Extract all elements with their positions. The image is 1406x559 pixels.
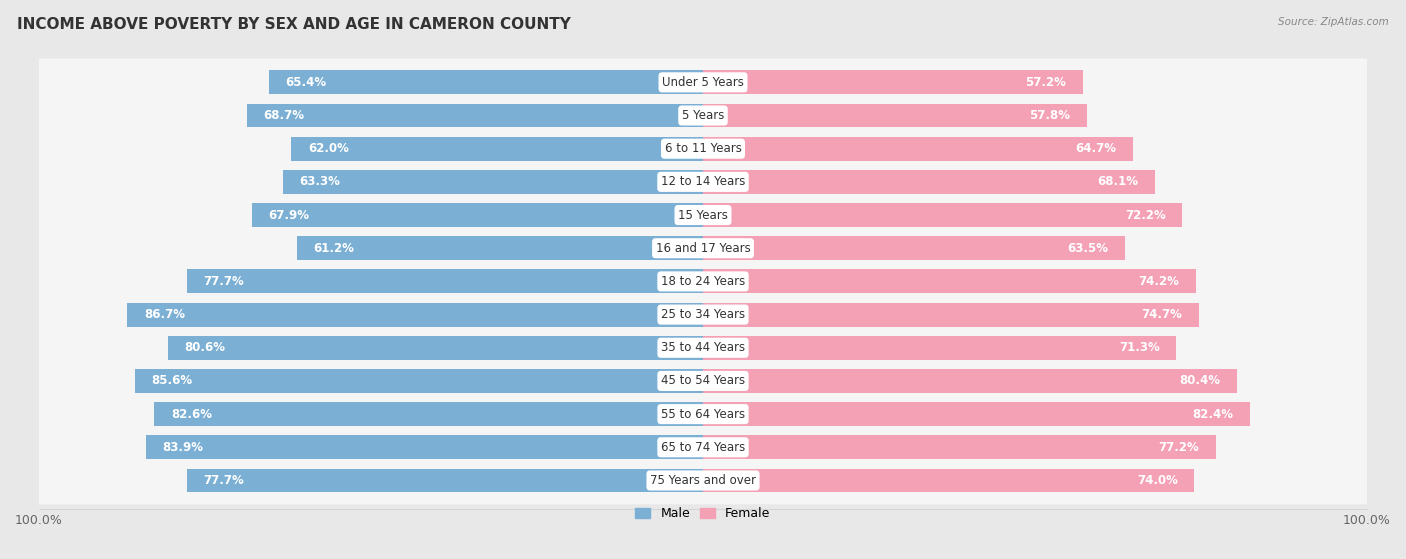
FancyBboxPatch shape [34,59,1372,106]
Text: 61.2%: 61.2% [314,241,354,255]
Text: 12 to 14 Years: 12 to 14 Years [661,176,745,188]
Text: 15 Years: 15 Years [678,209,728,221]
Bar [703,70,1083,94]
FancyBboxPatch shape [34,158,1372,206]
Bar [703,369,1237,393]
Text: INCOME ABOVE POVERTY BY SEX AND AGE IN CAMERON COUNTY: INCOME ABOVE POVERTY BY SEX AND AGE IN C… [17,17,571,32]
Bar [155,402,703,426]
Text: Source: ZipAtlas.com: Source: ZipAtlas.com [1278,17,1389,27]
FancyBboxPatch shape [34,125,1372,173]
Text: 67.9%: 67.9% [269,209,309,221]
Bar [703,302,1199,326]
Text: 83.9%: 83.9% [163,441,204,454]
Text: 74.7%: 74.7% [1142,308,1182,321]
Text: 63.5%: 63.5% [1067,241,1108,255]
Text: 55 to 64 Years: 55 to 64 Years [661,408,745,420]
Bar [703,402,1250,426]
FancyBboxPatch shape [34,92,1372,139]
Bar [252,203,703,227]
FancyBboxPatch shape [34,390,1372,438]
Bar [146,435,703,459]
Bar [703,170,1156,194]
Text: 71.3%: 71.3% [1119,341,1160,354]
Bar [703,468,1195,492]
Text: 77.7%: 77.7% [204,474,245,487]
FancyBboxPatch shape [34,224,1372,272]
Bar [291,137,703,160]
Bar [283,170,703,194]
Bar [703,103,1087,127]
FancyBboxPatch shape [34,423,1372,471]
Text: 16 and 17 Years: 16 and 17 Years [655,241,751,255]
FancyBboxPatch shape [34,457,1372,504]
Text: 5 Years: 5 Years [682,109,724,122]
Text: 6 to 11 Years: 6 to 11 Years [665,142,741,155]
Text: 35 to 44 Years: 35 to 44 Years [661,341,745,354]
Text: 62.0%: 62.0% [308,142,349,155]
Text: 80.6%: 80.6% [184,341,225,354]
Bar [128,302,703,326]
Text: 57.2%: 57.2% [1025,76,1066,89]
Text: 85.6%: 85.6% [152,375,193,387]
Bar [187,468,703,492]
FancyBboxPatch shape [34,258,1372,305]
FancyBboxPatch shape [34,357,1372,405]
Text: 65 to 74 Years: 65 to 74 Years [661,441,745,454]
Text: 68.1%: 68.1% [1098,176,1139,188]
Text: 86.7%: 86.7% [143,308,184,321]
Text: 77.7%: 77.7% [204,275,245,288]
Bar [703,435,1216,459]
Bar [703,137,1133,160]
Legend: Male, Female: Male, Female [630,502,776,525]
Text: 25 to 34 Years: 25 to 34 Years [661,308,745,321]
Text: 72.2%: 72.2% [1125,209,1166,221]
Text: 77.2%: 77.2% [1159,441,1199,454]
Bar [703,236,1125,260]
Bar [703,203,1182,227]
Bar [135,369,703,393]
Bar [167,336,703,359]
Text: 75 Years and over: 75 Years and over [650,474,756,487]
Text: 45 to 54 Years: 45 to 54 Years [661,375,745,387]
Text: 18 to 24 Years: 18 to 24 Years [661,275,745,288]
Text: 64.7%: 64.7% [1076,142,1116,155]
Text: 74.0%: 74.0% [1137,474,1178,487]
FancyBboxPatch shape [34,191,1372,239]
Text: 63.3%: 63.3% [299,176,340,188]
Bar [297,236,703,260]
Bar [703,269,1195,293]
Text: 80.4%: 80.4% [1180,375,1220,387]
Text: 82.6%: 82.6% [172,408,212,420]
Text: 57.8%: 57.8% [1029,109,1070,122]
Text: 74.2%: 74.2% [1139,275,1180,288]
Text: 82.4%: 82.4% [1192,408,1233,420]
Bar [703,336,1177,359]
FancyBboxPatch shape [34,291,1372,338]
Bar [187,269,703,293]
Bar [269,70,703,94]
FancyBboxPatch shape [34,324,1372,372]
Bar [247,103,703,127]
Text: Under 5 Years: Under 5 Years [662,76,744,89]
Text: 65.4%: 65.4% [285,76,326,89]
Text: 68.7%: 68.7% [263,109,304,122]
